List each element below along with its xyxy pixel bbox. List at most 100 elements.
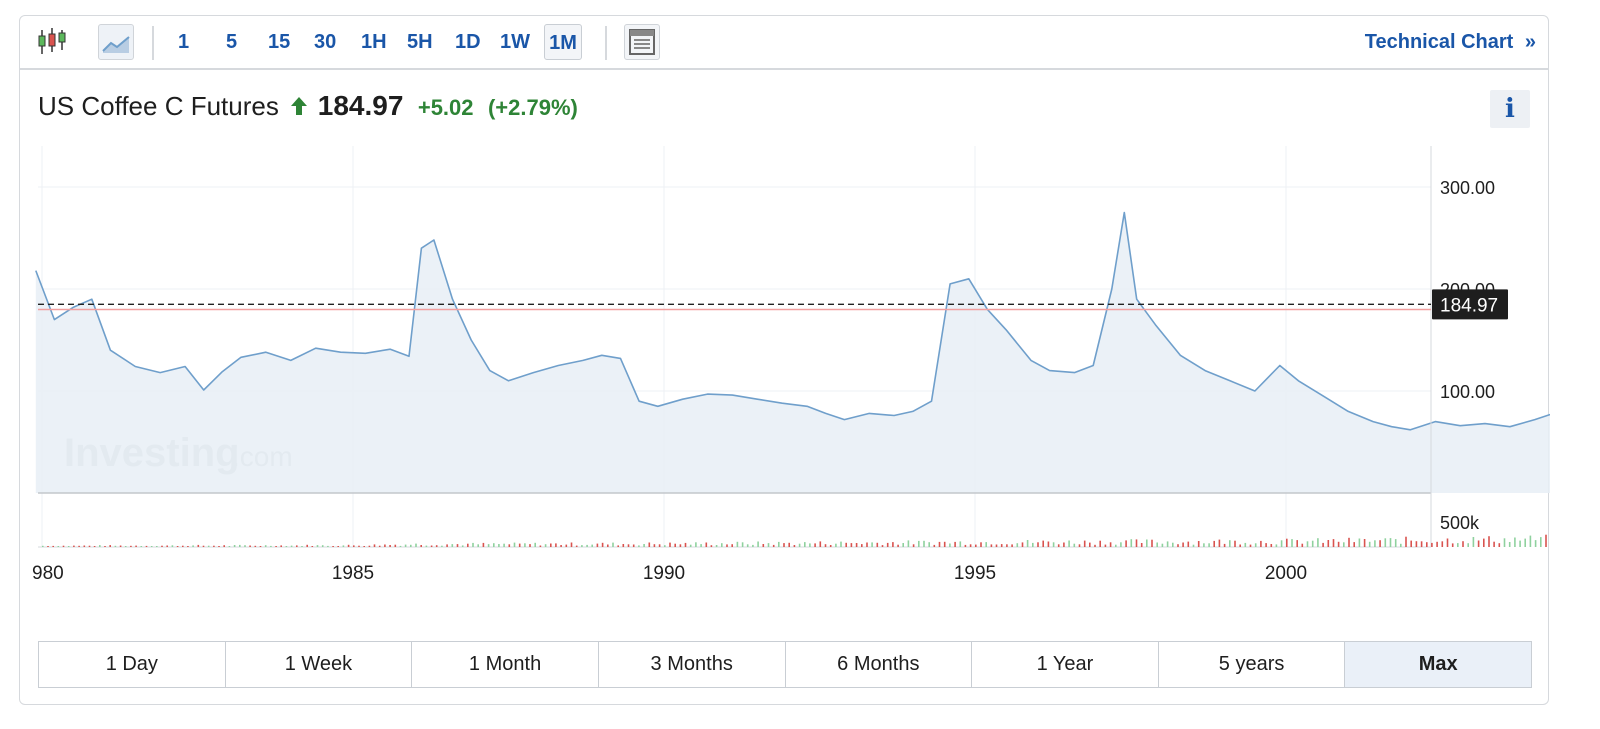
volume-bar xyxy=(581,545,583,547)
technical-chart-link[interactable]: Technical Chart » xyxy=(1365,24,1536,60)
volume-bar xyxy=(145,545,148,547)
volume-bar xyxy=(135,545,137,547)
volume-bar xyxy=(664,545,666,547)
interval-5[interactable]: 5 xyxy=(226,31,238,53)
interval-30[interactable]: 30 xyxy=(314,31,337,53)
interval-15[interactable]: 15 xyxy=(268,31,291,53)
volume-bar xyxy=(1426,542,1428,547)
info-button[interactable]: i xyxy=(1490,90,1530,128)
volume-bar xyxy=(622,544,625,547)
volume-bar xyxy=(907,540,910,547)
interval-5h[interactable]: 5H xyxy=(407,31,433,53)
interval-1d[interactable]: 1D xyxy=(455,31,481,53)
volume-bar xyxy=(1083,540,1086,547)
volume-bar xyxy=(73,545,75,547)
volume-bar xyxy=(1420,541,1423,547)
volume-bar xyxy=(861,544,863,547)
interval-1w[interactable]: 1W xyxy=(500,31,530,53)
price-chart[interactable]: Investing.com300.00200.00100.00184.97500… xyxy=(20,16,1550,616)
volume-bar xyxy=(1524,538,1526,547)
volume-bar xyxy=(321,545,324,547)
volume-bar xyxy=(1514,537,1516,547)
volume-bar xyxy=(544,544,547,547)
volume-bar xyxy=(943,541,946,547)
volume-bar xyxy=(109,545,111,547)
volume-bar xyxy=(166,545,168,547)
volume-bar xyxy=(435,545,438,547)
volume-bar xyxy=(451,544,454,547)
volume-bar xyxy=(757,541,759,547)
volume-bar xyxy=(1348,537,1350,547)
volume-bar xyxy=(513,542,516,547)
range-selector: 1 Day 1 Week 1 Month 3 Months 6 Months 1… xyxy=(38,641,1532,688)
volume-bar xyxy=(119,545,122,547)
volume-bar xyxy=(1519,540,1521,547)
volume-bar xyxy=(876,542,879,547)
volume-bar xyxy=(42,545,44,547)
volume-bar xyxy=(1011,544,1013,547)
x-tick-label: 1990 xyxy=(643,563,685,584)
volume-bar xyxy=(985,542,987,547)
candlestick-chart-icon[interactable] xyxy=(34,24,70,60)
volume-bar xyxy=(1187,541,1190,547)
volume-bar xyxy=(1379,540,1381,547)
volume-bar xyxy=(150,546,153,547)
volume-bar xyxy=(1301,543,1304,547)
interval-1h[interactable]: 1H xyxy=(361,31,387,53)
volume-bar xyxy=(1260,540,1262,547)
volume-bar xyxy=(1047,541,1050,547)
volume-bar xyxy=(1291,539,1293,547)
volume-bar xyxy=(1063,542,1065,547)
volume-bar xyxy=(99,545,101,547)
range-1-year[interactable]: 1 Year xyxy=(972,642,1159,687)
volume-bar xyxy=(306,544,308,547)
volume-bar xyxy=(93,546,96,547)
volume-bar xyxy=(1016,543,1019,547)
volume-bar xyxy=(67,546,70,547)
range-5-years[interactable]: 5 years xyxy=(1159,642,1346,687)
last-price-label-box xyxy=(1432,289,1508,320)
volume-bar xyxy=(270,545,272,547)
volume-bar xyxy=(669,542,671,547)
volume-bar xyxy=(1431,542,1433,547)
volume-bar xyxy=(959,541,962,547)
volume-bar xyxy=(1229,540,1231,547)
volume-bar xyxy=(264,545,267,547)
volume-bar xyxy=(1156,542,1158,547)
range-1-week[interactable]: 1 Week xyxy=(226,642,413,687)
volume-bar xyxy=(964,544,967,547)
volume-bar xyxy=(902,543,904,547)
volume-bar xyxy=(575,545,578,547)
range-6-months[interactable]: 6 Months xyxy=(786,642,973,687)
volume-bar xyxy=(228,546,231,547)
volume-bar xyxy=(83,545,86,547)
volume-bar xyxy=(1368,541,1371,547)
volume-bar xyxy=(399,545,402,547)
volume-bar xyxy=(1218,539,1221,547)
area-chart-icon[interactable] xyxy=(98,24,134,60)
volume-bar xyxy=(1400,543,1402,547)
volume-bar xyxy=(767,543,770,547)
volume-bar xyxy=(866,542,868,547)
volume-bar xyxy=(710,545,713,547)
layout-icon[interactable] xyxy=(624,24,660,60)
chart-toolbar: 1 5 15 30 1H 5H 1D 1W 1M Technical Chart… xyxy=(20,16,1548,70)
volume-bar xyxy=(539,545,542,547)
interval-1[interactable]: 1 xyxy=(178,31,190,53)
range-1-month[interactable]: 1 Month xyxy=(412,642,599,687)
volume-bar xyxy=(176,546,179,547)
volume-bar xyxy=(679,544,682,547)
volume-bar xyxy=(1104,544,1107,547)
range-3-months[interactable]: 3 Months xyxy=(599,642,786,687)
volume-bar xyxy=(472,542,474,547)
volume-bar xyxy=(239,544,241,547)
volume-bar xyxy=(1545,534,1547,547)
volume-bar xyxy=(627,544,630,547)
volume-bar xyxy=(62,545,65,547)
volume-bar xyxy=(1140,543,1143,547)
range-1-day[interactable]: 1 Day xyxy=(39,642,226,687)
range-max[interactable]: Max xyxy=(1345,642,1531,687)
interval-1m[interactable]: 1M xyxy=(544,24,582,60)
volume-bar xyxy=(1405,536,1407,547)
volume-bar xyxy=(586,544,588,547)
